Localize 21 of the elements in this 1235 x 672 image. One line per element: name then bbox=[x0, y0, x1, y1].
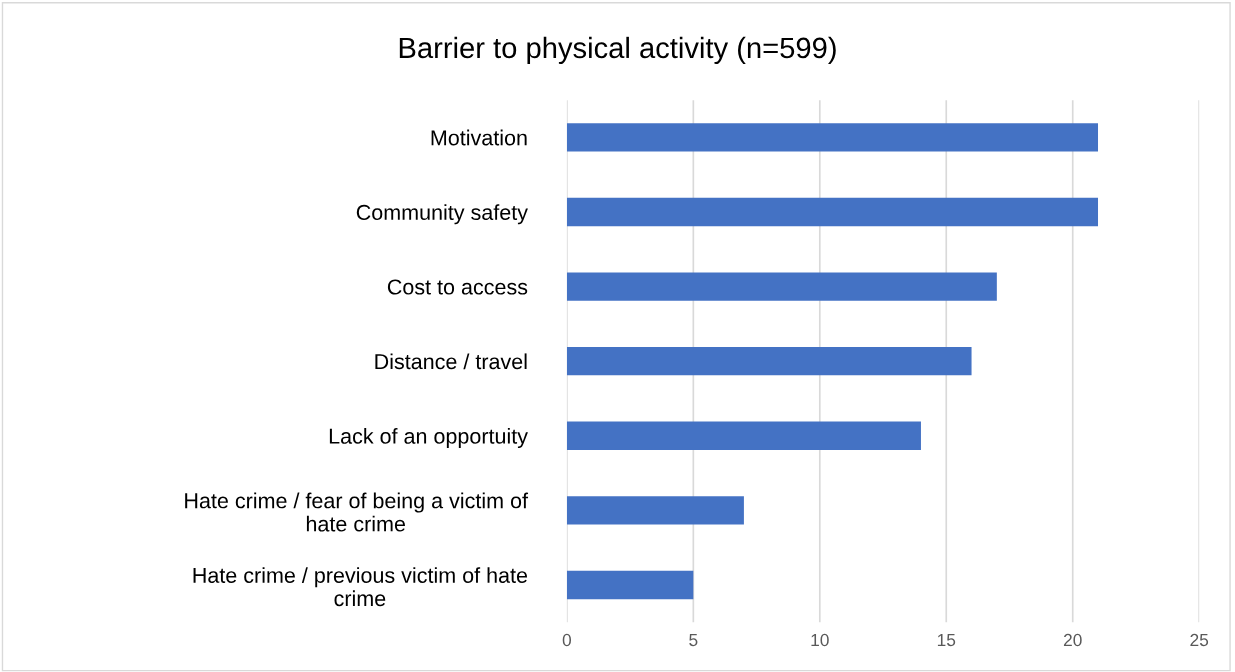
x-tick-label: 10 bbox=[811, 633, 829, 647]
bar bbox=[566, 123, 1099, 152]
x-tick-label: 20 bbox=[1063, 633, 1082, 647]
bar bbox=[566, 570, 694, 600]
y-tick-label: Cost to access bbox=[387, 279, 528, 295]
x-tick-label: 15 bbox=[937, 634, 956, 647]
y-tick-label: Hate crime / fear of being a victim of hate crime bbox=[185, 492, 529, 532]
bar bbox=[566, 272, 997, 301]
x-tick-label: 0 bbox=[562, 633, 572, 647]
x-tick-label: 25 bbox=[1190, 633, 1209, 647]
bar bbox=[566, 197, 1099, 227]
y-tick-label: Community safety bbox=[356, 204, 528, 225]
bar bbox=[566, 347, 972, 376]
y-tick-label: Motivation bbox=[431, 129, 527, 146]
x-tick-label: 5 bbox=[689, 634, 698, 647]
y-tick-label: Lack of an opportuity bbox=[329, 427, 528, 449]
chart-title: Barrier to physical activity (n=599) bbox=[399, 36, 836, 64]
y-tick-label: Hate crime / previous victim of hate crime bbox=[193, 567, 528, 607]
y-tick-label: Distance / travel bbox=[375, 353, 527, 370]
bar bbox=[566, 496, 744, 525]
bar bbox=[566, 421, 921, 450]
